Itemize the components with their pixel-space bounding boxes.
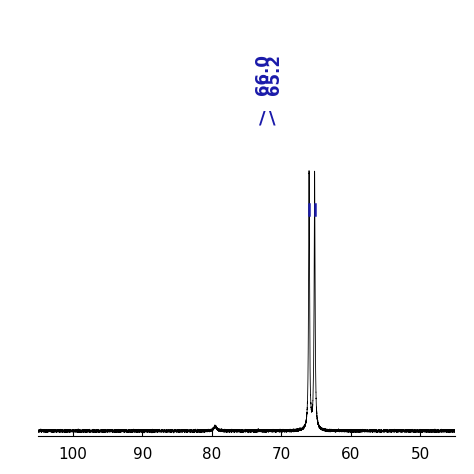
Text: \: \ (269, 109, 275, 127)
Text: /: / (259, 109, 265, 127)
Text: 65.2: 65.2 (265, 54, 283, 95)
Text: 66.0: 66.0 (254, 54, 272, 95)
